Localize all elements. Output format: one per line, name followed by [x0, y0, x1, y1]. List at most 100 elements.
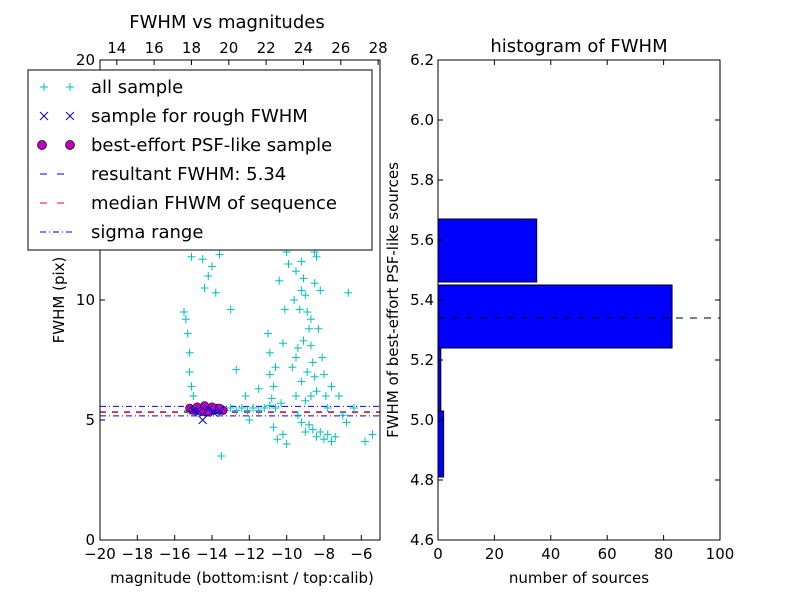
- all-sample-point: [323, 430, 332, 439]
- all-sample-point: [316, 286, 325, 295]
- left-top-tick-label: 28: [369, 39, 388, 57]
- all-sample-point: [306, 392, 315, 400]
- all-sample-point: [271, 363, 280, 372]
- all-sample-point: [185, 348, 194, 357]
- all-sample-point: [303, 368, 312, 376]
- all-sample-point: [301, 428, 310, 436]
- all-sample-point: [314, 324, 323, 333]
- all-sample-point: [295, 305, 304, 314]
- right-tick-labels: 0 20 40 60 80 100 4.6 4.8 5.0 5.2 5.4 5.6 5.8 6.0 6.2: [410, 51, 734, 563]
- all-sample-point: [275, 276, 284, 285]
- all-sample-point: [342, 418, 351, 427]
- legend-entry: median FHWM of sequence: [40, 193, 337, 214]
- all-sample-point: [226, 305, 235, 314]
- all-sample-point: [334, 392, 343, 400]
- right-x-tick-label: 80: [654, 545, 673, 563]
- left-top-tick-label: 18: [182, 39, 201, 57]
- all-sample-point: [312, 252, 321, 261]
- all-sample-point: [284, 260, 293, 268]
- all-sample-point: [299, 274, 308, 283]
- legend-entry: best-effort PSF-like sample: [37, 135, 332, 156]
- all-sample-point: [318, 353, 327, 362]
- left-top-tick-label: 26: [331, 39, 350, 57]
- all-sample-point: [217, 452, 226, 460]
- right-y-tick-label: 5.6: [410, 231, 434, 249]
- all-sample-point: [280, 305, 289, 314]
- all-sample-point: [297, 286, 306, 295]
- right-plot: 0 20 40 60 80 1004.64.85.05.25.45.65.86.06.2 …: [384, 36, 734, 587]
- all-sample-point: [327, 382, 336, 391]
- right-y-tick-label: 4.6: [410, 531, 434, 549]
- all-sample-point: [301, 396, 310, 405]
- all-sample-point: [316, 428, 325, 436]
- rough-fwhm-point: [203, 404, 213, 414]
- all-sample-point: [237, 404, 246, 412]
- left-x-tick-label: −18: [122, 545, 154, 563]
- left-top-tick-label: 14: [107, 39, 126, 57]
- left-y-tick-label: 0: [85, 531, 95, 549]
- all-sample-point: [241, 392, 250, 400]
- all-sample-point: [349, 404, 358, 412]
- legend-entry: resultant FWHM: 5.34: [40, 164, 286, 185]
- left-y-tick-label: 5: [85, 411, 95, 429]
- rough-fwhm-point: [198, 415, 208, 425]
- all-sample-point: [321, 392, 330, 400]
- all-sample-point: [278, 339, 287, 348]
- left-x-tick-label: −12: [234, 545, 266, 563]
- left-y-tick-label: 20: [76, 51, 95, 69]
- all-sample-point: [308, 358, 317, 367]
- legend-entries: all sample sample for rough FWHM best-effo…: [37, 77, 337, 243]
- all-sample-point: [305, 420, 314, 429]
- left-x-tick-label: −8: [313, 545, 335, 563]
- all-sample-point: [187, 252, 196, 261]
- all-sample-point: [254, 406, 263, 415]
- all-sample-point: [271, 404, 280, 412]
- all-sample-point: [297, 377, 306, 386]
- right-y-tick-label: 5.8: [410, 171, 434, 189]
- right-x-tick-label: 60: [598, 545, 617, 563]
- left-reference-lines: [100, 405, 380, 417]
- left-top-tick-label: 24: [294, 39, 313, 57]
- all-sample-point: [361, 437, 370, 446]
- all-sample-point: [293, 411, 302, 420]
- legend-label: resultant FWHM: 5.34: [91, 164, 286, 185]
- all-sample-point: [245, 416, 254, 424]
- all-sample-point: [198, 255, 207, 264]
- psf-sample-point: [196, 407, 206, 416]
- right-y-tick-label: 5.4: [410, 291, 434, 309]
- all-sample-point: [189, 392, 198, 400]
- all-sample-point: [215, 250, 224, 259]
- all-sample-point: [273, 435, 282, 444]
- rough-fwhm-point: [209, 408, 219, 418]
- right-x-tick-label: 100: [706, 545, 735, 563]
- all-sample-point: [288, 363, 297, 372]
- right-y-tick-label: 4.8: [410, 471, 434, 489]
- all-sample-point: [183, 329, 192, 338]
- left-plot-frame: [99, 59, 381, 541]
- all-sample-point: [308, 425, 317, 434]
- all-sample-point: [269, 423, 278, 432]
- all-sample-point: [278, 430, 287, 439]
- all-sample-point: [260, 404, 269, 412]
- all-sample-point: [310, 372, 319, 381]
- all-sample-point: [306, 315, 315, 324]
- legend: all sample sample for rough FWHM best-effo…: [27, 69, 373, 251]
- left-y-axis-label: FWHM (pix): [50, 257, 68, 344]
- histogram-bars: [437, 218, 673, 478]
- all-sample-point: [323, 404, 332, 412]
- psf-sample-point: [215, 403, 224, 413]
- all-sample-point: [185, 368, 194, 376]
- legend-entry: all sample: [40, 77, 183, 98]
- all-sample-point: [264, 329, 272, 338]
- left-y-tick-label: 10: [76, 291, 95, 309]
- histogram-bar: [437, 218, 538, 283]
- all-sample-point: [306, 341, 315, 350]
- left-top-tick-label: 22: [257, 39, 276, 57]
- all-sample-point: [290, 296, 299, 304]
- legend-label: all sample: [91, 77, 183, 98]
- left-x-tick-label: −14: [196, 545, 228, 563]
- histogram-bar: [437, 284, 673, 349]
- all-sample-point: [312, 387, 321, 396]
- all-sample-point: [368, 430, 377, 439]
- legend-label: sample for rough FWHM: [91, 106, 308, 127]
